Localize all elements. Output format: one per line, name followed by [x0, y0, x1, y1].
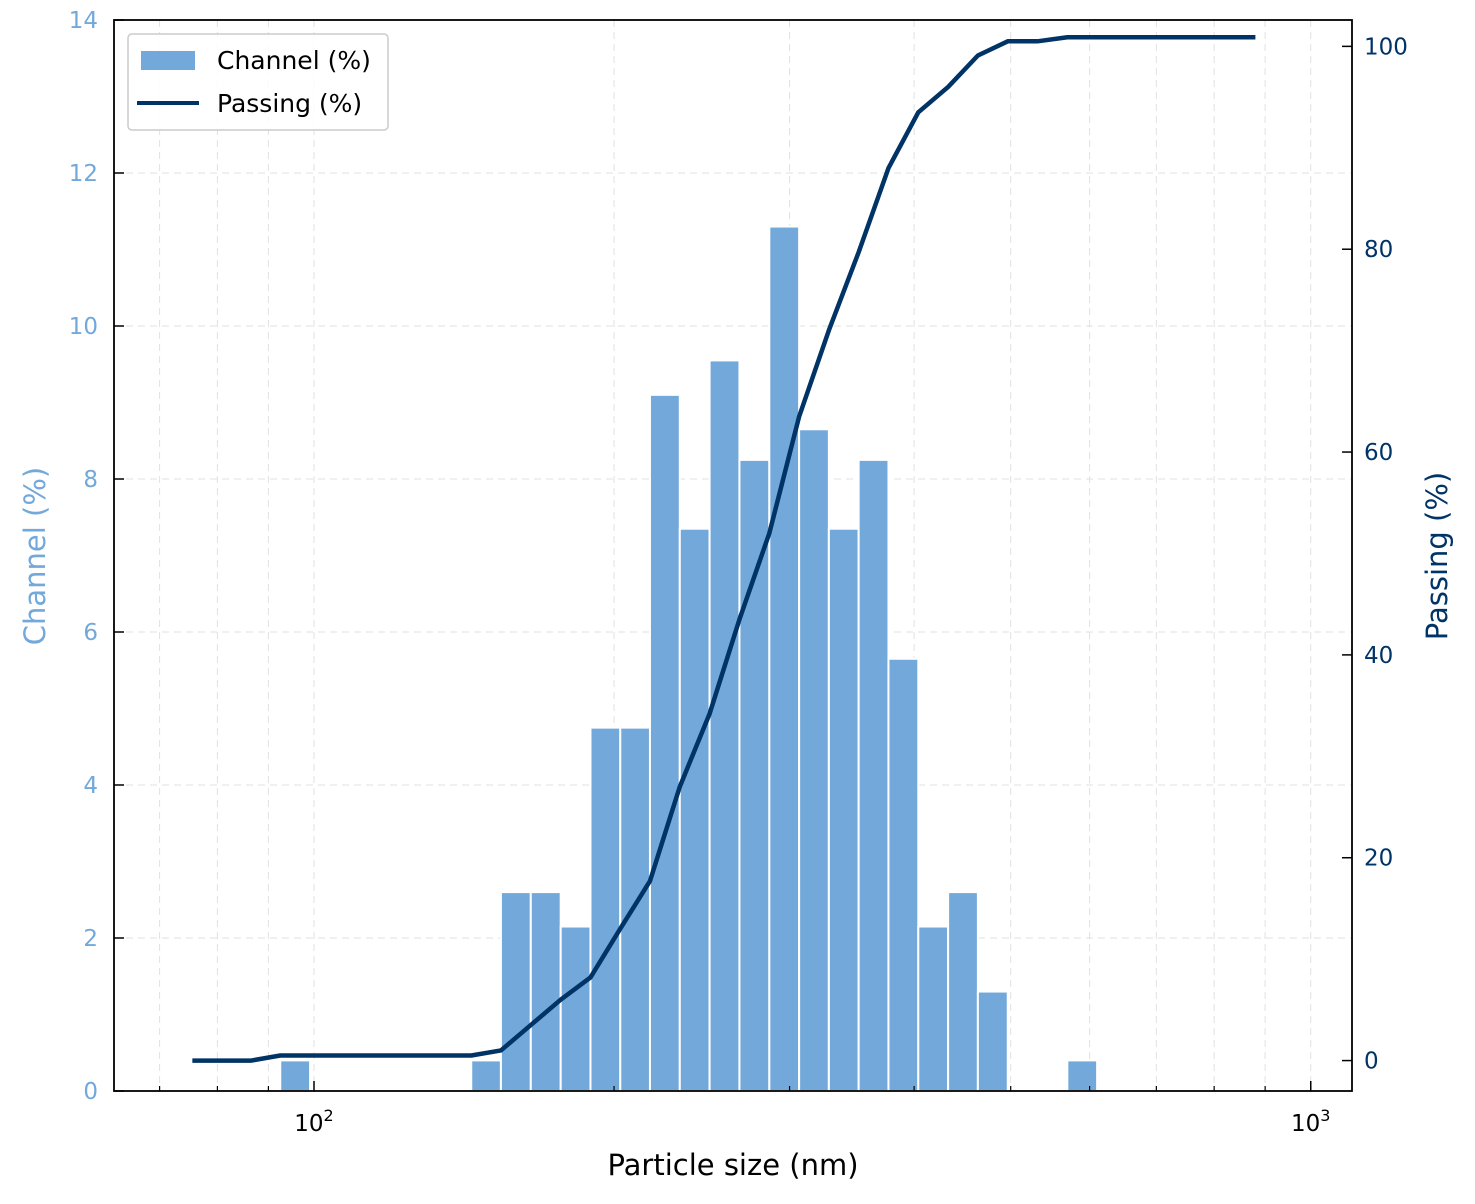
bar [279, 1059, 312, 1093]
right-y-axis: 0 20 40 60 80 100 [1342, 34, 1408, 1075]
left-y-tick-label: 6 [83, 620, 98, 646]
bar [798, 428, 830, 1092]
passing-line [192, 34, 1256, 1063]
bar [887, 657, 920, 1093]
bar [917, 925, 950, 1093]
bars [279, 225, 1099, 1093]
bar [768, 225, 801, 1093]
left-y-axis-title: Channel (%) [18, 467, 52, 645]
right-y-tick-label: 80 [1364, 237, 1393, 263]
left-y-tick-label: 4 [83, 773, 98, 799]
left-y-tick-label: 12 [69, 161, 98, 187]
x-tick-label: 102 [294, 1106, 333, 1137]
left-y-tick-label: 8 [83, 467, 98, 493]
bar [619, 726, 651, 1092]
bar [559, 925, 592, 1093]
x-axis-title: Particle size (nm) [607, 1148, 858, 1182]
bar [678, 527, 711, 1092]
bar [827, 527, 860, 1092]
legend-label-passing: Passing (%) [217, 89, 362, 118]
bar [708, 359, 741, 1092]
plot-frame [113, 19, 1353, 1092]
bar [738, 458, 771, 1092]
bar [947, 891, 979, 1092]
bar [529, 891, 562, 1092]
right-y-tick-label: 0 [1364, 1049, 1379, 1075]
right-y-tick-label: 20 [1364, 846, 1393, 872]
bar [648, 393, 681, 1093]
x-tick-label: 103 [1291, 1106, 1330, 1137]
bar [589, 726, 622, 1092]
legend: Channel (%) Passing (%) [127, 33, 389, 131]
right-y-tick-label: 60 [1364, 440, 1393, 466]
bar [1066, 1059, 1099, 1093]
right-y-axis-title: Passing (%) [1420, 472, 1454, 640]
bar [976, 990, 1009, 1092]
left-y-tick-label: 14 [69, 8, 98, 34]
bar [470, 1059, 502, 1093]
legend-swatch-channel [141, 51, 195, 70]
right-y-tick-label: 40 [1364, 643, 1393, 669]
x-axis: 102 103 [159, 1081, 1330, 1137]
bar [499, 891, 532, 1092]
left-y-tick-label: 2 [83, 926, 98, 952]
bar [857, 458, 890, 1092]
left-y-tick-label: 0 [83, 1079, 98, 1105]
passing-line-group [192, 34, 1256, 1063]
left-y-axis: 0 2 4 6 8 10 12 14 [69, 8, 124, 1105]
right-y-tick-label: 100 [1364, 34, 1408, 60]
legend-label-channel: Channel (%) [217, 46, 371, 75]
left-y-tick-label: 10 [69, 314, 98, 340]
